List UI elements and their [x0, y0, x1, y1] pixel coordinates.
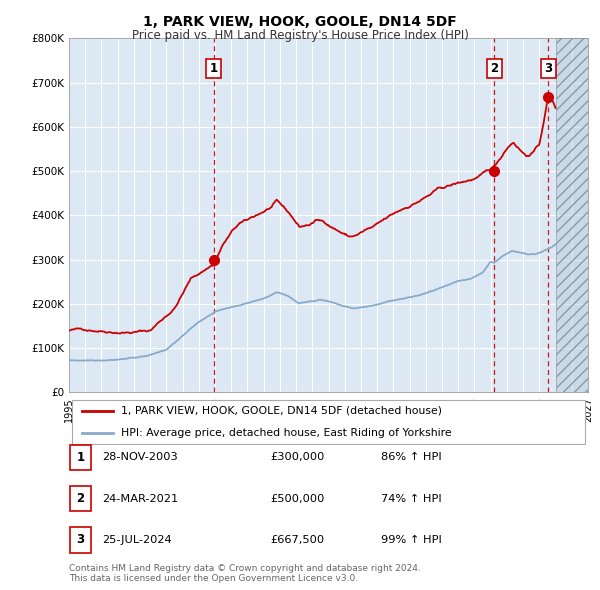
Text: 1, PARK VIEW, HOOK, GOOLE, DN14 5DF: 1, PARK VIEW, HOOK, GOOLE, DN14 5DF	[143, 15, 457, 30]
Text: 86% ↑ HPI: 86% ↑ HPI	[381, 453, 442, 462]
Text: 3: 3	[544, 62, 553, 75]
Bar	[556, 38, 588, 392]
Text: Price paid vs. HM Land Registry's House Price Index (HPI): Price paid vs. HM Land Registry's House …	[131, 29, 469, 42]
FancyBboxPatch shape	[70, 444, 91, 470]
Text: 2: 2	[490, 62, 499, 75]
Text: £667,500: £667,500	[270, 535, 324, 545]
Text: HPI: Average price, detached house, East Riding of Yorkshire: HPI: Average price, detached house, East…	[121, 428, 452, 438]
Text: 28-NOV-2003: 28-NOV-2003	[102, 453, 178, 462]
FancyBboxPatch shape	[70, 527, 91, 553]
FancyBboxPatch shape	[70, 486, 91, 512]
Text: Contains HM Land Registry data © Crown copyright and database right 2024.
This d: Contains HM Land Registry data © Crown c…	[69, 563, 421, 583]
Text: 1, PARK VIEW, HOOK, GOOLE, DN14 5DF (detached house): 1, PARK VIEW, HOOK, GOOLE, DN14 5DF (det…	[121, 406, 442, 416]
Bar	[556, 38, 588, 392]
Text: £300,000: £300,000	[270, 453, 325, 462]
Text: 99% ↑ HPI: 99% ↑ HPI	[381, 535, 442, 545]
Text: 2: 2	[76, 492, 85, 505]
Text: 74% ↑ HPI: 74% ↑ HPI	[381, 494, 442, 503]
Text: 3: 3	[76, 533, 85, 546]
Text: 1: 1	[76, 451, 85, 464]
Text: 1: 1	[209, 62, 218, 75]
Text: 24-MAR-2021: 24-MAR-2021	[102, 494, 178, 503]
Text: 25-JUL-2024: 25-JUL-2024	[102, 535, 172, 545]
Text: £500,000: £500,000	[270, 494, 325, 503]
FancyBboxPatch shape	[71, 399, 586, 444]
